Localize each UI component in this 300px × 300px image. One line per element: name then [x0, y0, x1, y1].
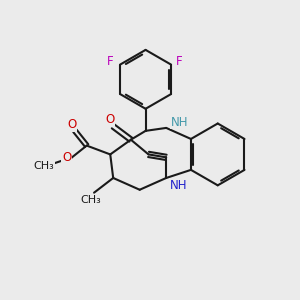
Text: F: F: [176, 55, 183, 68]
Text: NH: NH: [171, 116, 188, 128]
Text: CH₃: CH₃: [34, 161, 54, 171]
Text: F: F: [107, 55, 114, 68]
Text: NH: NH: [170, 179, 187, 192]
Text: O: O: [105, 113, 114, 127]
Text: O: O: [67, 118, 76, 131]
Text: O: O: [62, 151, 71, 164]
Text: CH₃: CH₃: [81, 195, 101, 205]
